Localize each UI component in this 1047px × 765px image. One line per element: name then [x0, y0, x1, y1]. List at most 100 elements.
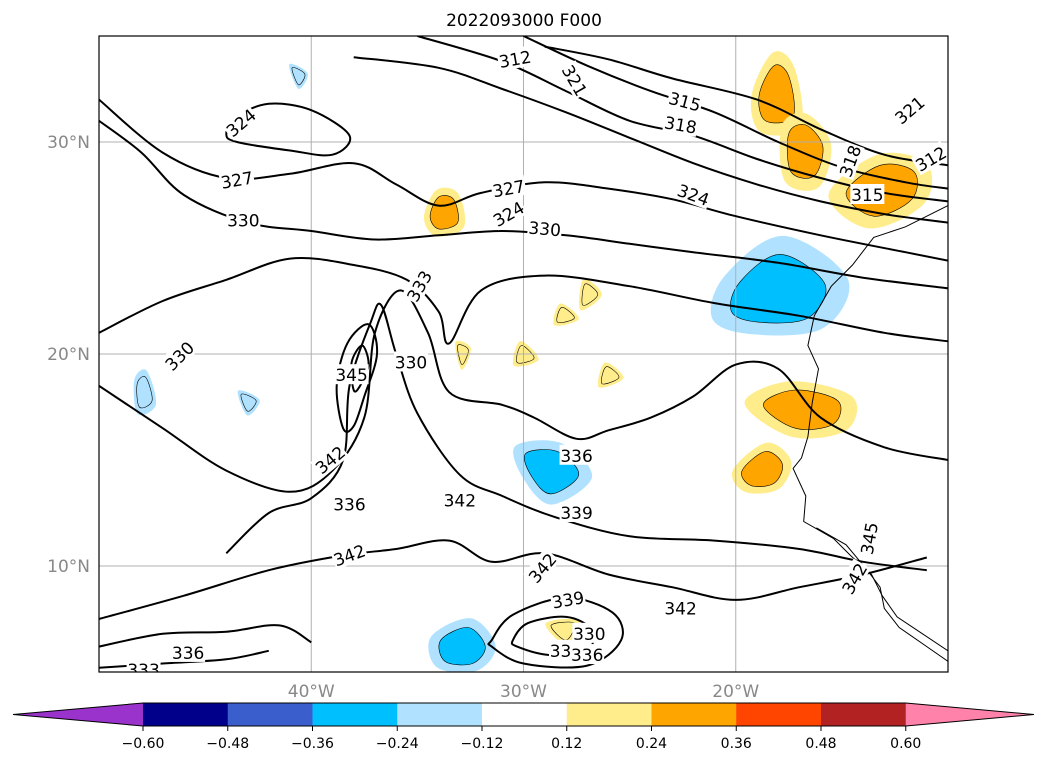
colorbar-tick-label-6: 0.24 — [636, 736, 667, 752]
contour-336-16 — [99, 624, 312, 648]
chart-title: 2022093000 F000 — [446, 11, 602, 31]
contour-label-bg-19 — [332, 493, 367, 514]
contour-label-27: 336 — [172, 644, 204, 664]
contour-label-bg-11 — [401, 265, 436, 306]
plot-frame — [98, 35, 949, 673]
contour-label-13: 345 — [335, 366, 367, 386]
axis-tick-labels: 40°W 30°W 20°W 30°N 20°N 10°N — [47, 133, 759, 702]
contour-342-12 — [99, 539, 928, 620]
contour-label-bg-16 — [310, 440, 350, 478]
contour-label-bg-4 — [221, 103, 261, 141]
contour-label-bg-5 — [218, 166, 256, 192]
colorbar-bin-4 — [482, 703, 568, 726]
colorbar-tick-label-4: −0.12 — [461, 736, 504, 752]
colorbar-extend-low — [13, 703, 143, 726]
shaded-region-16 — [240, 393, 257, 412]
lat-tick-label-1: 20°N — [47, 345, 90, 365]
contour-label-28: 333 — [127, 661, 159, 681]
contour-label-bg-13 — [334, 364, 369, 385]
contour-label-bg-17 — [442, 489, 477, 510]
contour-333-7 — [99, 256, 948, 345]
shaded-region-6 — [457, 344, 469, 365]
colorbar-bin-6 — [651, 703, 737, 726]
coastline-1 — [816, 527, 948, 662]
lat-tick-label-0: 30°N — [47, 133, 90, 153]
shaded-region-17 — [291, 67, 306, 86]
colorbar-tick-label-8: 0.48 — [805, 736, 836, 752]
colorbar-tick-label-0: −0.60 — [122, 736, 165, 752]
colorbar-tick-label-5: 0.12 — [551, 736, 582, 752]
contour-339-9 — [225, 302, 927, 572]
contour-label-bg-12 — [159, 336, 199, 375]
contour-label-bg-21 — [523, 548, 561, 587]
contour-label-23: 342 — [664, 599, 696, 619]
contour-label-bg-15 — [559, 444, 594, 465]
colorbar-tick-label-1: −0.48 — [206, 736, 249, 752]
contour-label-bg-10 — [527, 216, 563, 240]
contour-label-bg-26 — [570, 644, 605, 665]
colorbar-tick-label-3: −0.24 — [376, 736, 419, 752]
colorbar-tick-label-9: 0.60 — [890, 736, 921, 752]
contour-label-bg-6 — [489, 174, 527, 201]
lat-tick-label-2: 10°N — [47, 557, 90, 577]
colorbar-bin-8 — [821, 703, 907, 726]
coastlines — [792, 205, 948, 662]
shaded-region-1 — [758, 64, 795, 124]
contour-label-bg-18 — [559, 502, 594, 522]
shaded-region-5 — [741, 451, 783, 487]
contour-label-bg-0 — [496, 45, 534, 72]
contour-321-3 — [353, 56, 948, 224]
contour-label-bg-8 — [674, 178, 714, 210]
contour-label-bg-31 — [889, 90, 929, 129]
lon-tick-label-2: 20°W — [712, 682, 759, 702]
contour-label-34: 315 — [851, 186, 883, 206]
contour-339-13 — [487, 596, 624, 669]
colorbar-bin-5 — [566, 703, 652, 726]
contour-label-bg-3 — [662, 111, 700, 137]
contour-label-bg-14 — [394, 351, 429, 372]
contour-label-17: 342 — [444, 491, 476, 511]
contour-label-bg-7 — [488, 196, 528, 231]
shaded-region-8 — [581, 283, 599, 306]
contour-label-9: 330 — [227, 211, 259, 231]
lon-tick-label-0: 40°W — [288, 682, 335, 702]
contour-label-bg-24 — [572, 622, 607, 643]
contour-label-14: 330 — [395, 353, 427, 373]
contour-label-bg-27 — [171, 641, 206, 662]
colorbar-tick-label-7: 0.36 — [721, 736, 752, 752]
colorbar-extend-high — [905, 703, 1034, 726]
contour-label-bg-30 — [836, 558, 871, 598]
shaded-region-4 — [762, 389, 842, 430]
contour-label-10: 330 — [528, 219, 562, 242]
colorbar-bin-7 — [736, 703, 822, 726]
contour-label-bg-28 — [126, 658, 161, 672]
colorbar-tick-label-2: −0.36 — [291, 736, 334, 752]
colorbar-bin-3 — [397, 703, 483, 726]
contour-label-bg-20 — [329, 539, 369, 570]
contour-label-bg-32 — [910, 140, 948, 176]
contour-315-5 — [523, 36, 948, 190]
contour-label-18: 339 — [560, 504, 592, 524]
shaded-region-14 — [438, 627, 486, 666]
contour-label-bg-29 — [855, 519, 882, 557]
contour-330-0 — [99, 119, 948, 290]
shaded-region-10 — [601, 366, 620, 385]
shaded-region-15 — [136, 376, 153, 409]
contour-label-bg-33 — [834, 141, 865, 181]
shaded-region-7 — [556, 307, 575, 323]
colorbar: −0.60 −0.48 −0.36 −0.24 −0.12 0.12 0.24 0.36 0.4… — [12, 702, 1035, 752]
contour-label-19: 336 — [333, 496, 365, 516]
gridlines — [99, 36, 948, 672]
lon-tick-label-1: 30°W — [500, 682, 547, 702]
contour-label-bg-9 — [226, 209, 261, 230]
contour-label-bg-2 — [666, 86, 705, 115]
contour-312-6 — [544, 45, 948, 167]
contour-label-15: 336 — [560, 447, 592, 467]
coastline-0 — [792, 205, 948, 652]
contour-label-bg-34 — [850, 184, 885, 204]
contour-336-8 — [99, 289, 948, 493]
contour-label-bg-23 — [663, 597, 698, 618]
contour-label-bg-22 — [549, 586, 587, 612]
colorbar-bin-2 — [312, 703, 398, 726]
